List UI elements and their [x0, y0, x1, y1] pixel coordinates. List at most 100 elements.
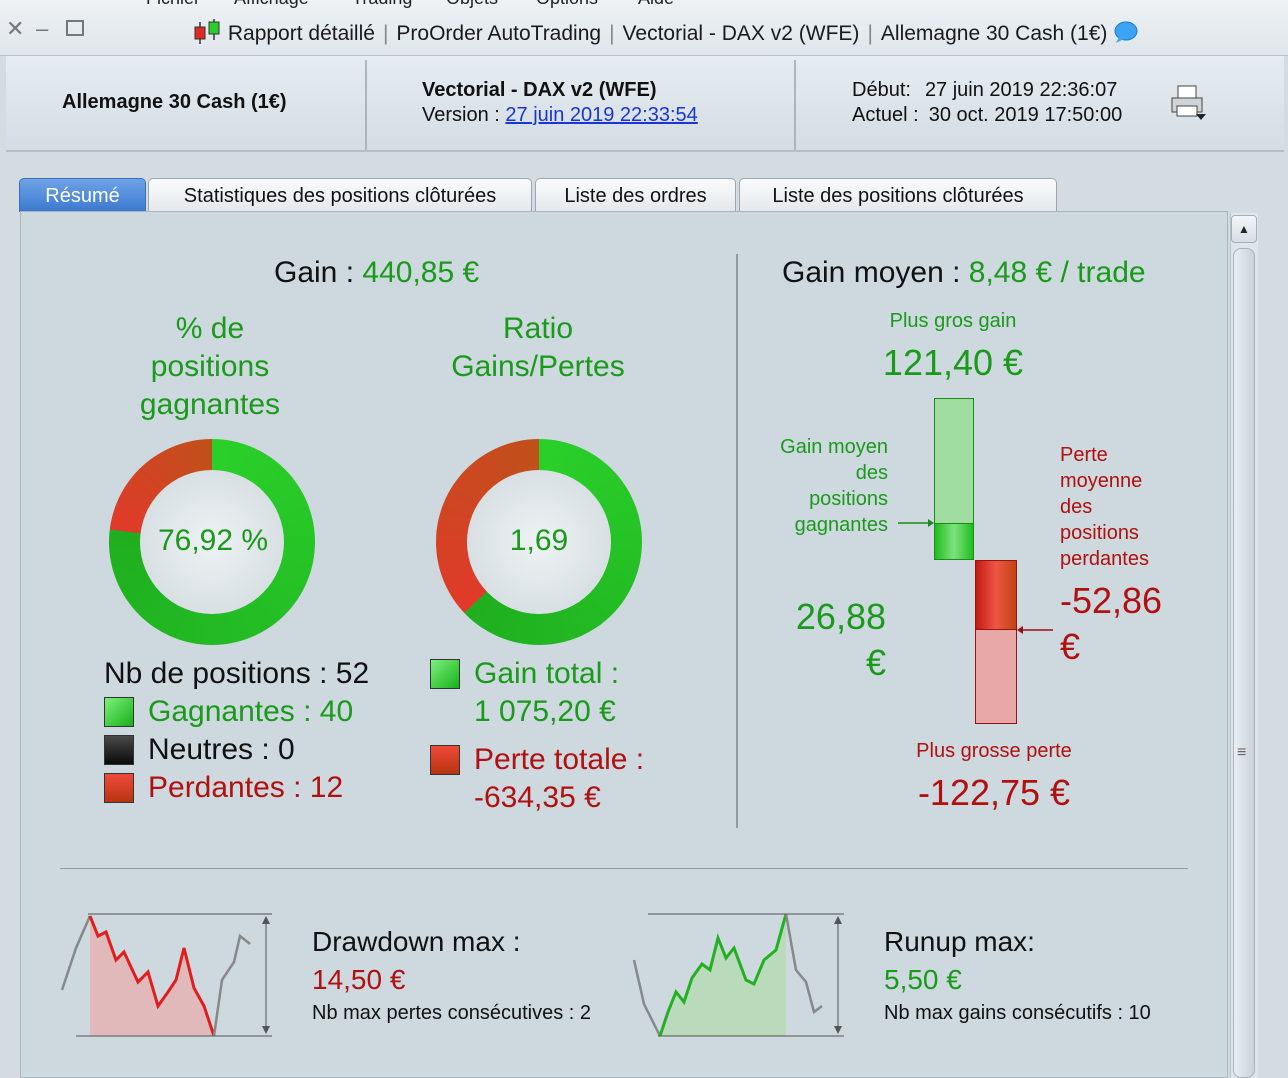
total-loss-value: -634,35 €	[474, 781, 601, 814]
strategy-name: Vectorial - DAX v2 (WFE)	[422, 79, 657, 101]
version-label: Version :	[422, 104, 500, 126]
menu-item[interactable]: Affichage	[234, 0, 309, 8]
win-pct-donut-hole	[140, 470, 284, 614]
neutral-swatch	[104, 735, 134, 765]
win-pct-title-line: positions	[150, 350, 270, 383]
total-gain-label: Gain total :	[474, 657, 620, 690]
runup-chart-icon	[632, 913, 844, 1037]
menu-item[interactable]: Aide	[638, 0, 674, 8]
avg-gain-label: Gain moyen :	[782, 256, 961, 289]
ratio-title-line: Ratio	[502, 312, 574, 345]
avg-loss-value-line: €	[1060, 626, 1081, 667]
header-divider	[794, 60, 796, 150]
drawdown-chart-icon	[60, 913, 272, 1037]
title-separator: |	[867, 22, 873, 45]
avg-win-value-line: 26,88	[795, 596, 886, 637]
scroll-up-button[interactable]: ▲	[1231, 215, 1257, 243]
horizontal-divider	[60, 868, 1188, 869]
avg-win-label-line: des	[855, 462, 888, 484]
avg-loss-label-line: perdantes	[1060, 548, 1149, 570]
biggest-loss-label: Plus grosse perte	[916, 740, 1072, 762]
avg-win-label: Gain moyen des positions gagnantes	[742, 434, 888, 538]
avg-gain-value: 8,48 € / trade	[968, 256, 1146, 289]
runup-consecutive: Nb max gains consécutifs : 10	[884, 1002, 1151, 1024]
report-header	[6, 56, 1284, 152]
current-date: Actuel : 30 oct. 2019 17:50:00	[852, 104, 1122, 127]
header-divider	[365, 60, 367, 150]
win-pct-title-line: % de	[175, 312, 245, 345]
menu-item[interactable]: Trading	[352, 0, 412, 8]
avg-win-value: 26,88 €	[770, 594, 886, 686]
title-part: Rapport détaillé	[227, 22, 375, 45]
tab-closed-positions-list[interactable]: Liste des positions clôturées	[739, 178, 1057, 212]
menu-item[interactable]: Options	[536, 0, 598, 8]
neutral-count: Neutres : 0	[148, 733, 295, 766]
total-gain-heading: Gain : 440,85 €	[274, 256, 479, 290]
tab-closed-positions-stats[interactable]: Statistiques des positions clôturées	[148, 178, 532, 212]
chat-bubble-icon[interactable]	[1113, 21, 1139, 45]
title-separator: |	[609, 22, 615, 45]
title-separator: |	[382, 22, 389, 45]
arrow-left-icon	[1017, 626, 1053, 634]
title-part: Allemagne 30 Cash (1€)	[880, 22, 1108, 45]
winners-count: Gagnantes : 40	[148, 695, 354, 728]
win-pct-title-line: gagnantes	[139, 388, 281, 421]
avg-loss-label-line: moyenne	[1060, 470, 1143, 492]
scroll-grip-icon: ≡	[1237, 744, 1247, 761]
scroll-thumb[interactable]	[1233, 248, 1255, 1078]
total-gain-swatch	[430, 659, 460, 689]
avg-loss-value-line: -52,86	[1060, 580, 1163, 621]
win-pct-title: % de positions gagnantes	[110, 310, 310, 424]
strategy-version: Version : 27 juin 2019 22:33:54	[422, 104, 698, 127]
win-pct-value: 76,92 %	[157, 524, 269, 557]
avg-loss-label: Perte moyenne des positions perdantes	[1060, 442, 1149, 572]
drawdown-title: Drawdown max :	[312, 926, 521, 957]
drawdown-consecutive: Nb max pertes consécutives : 2	[312, 1002, 592, 1024]
drawdown-value: 14,50 €	[312, 964, 406, 995]
avg-loss-label-line: Perte	[1060, 444, 1108, 466]
start-value: 27 juin 2019 22:36:07	[924, 79, 1118, 101]
start-date: Début: 27 juin 2019 22:36:07	[852, 79, 1117, 102]
tab-resume[interactable]: Résumé	[19, 178, 146, 212]
start-label: Début:	[852, 79, 911, 101]
biggest-loss-value: -122,75 €	[917, 772, 1071, 813]
avg-gain-heading: Gain moyen : 8,48 € / trade	[782, 256, 1146, 290]
avg-loss-label-line: des	[1060, 496, 1093, 518]
menu-item[interactable]: Objets	[446, 0, 498, 8]
maximize-icon[interactable]	[66, 20, 84, 36]
ratio-title: Ratio Gains/Pertes	[430, 310, 646, 386]
close-icon[interactable]: ✕	[6, 16, 25, 41]
avg-loss-bar-segment	[975, 560, 1017, 630]
instrument-name: Allemagne 30 Cash (1€)	[62, 91, 287, 113]
version-link[interactable]: 27 juin 2019 22:33:54	[505, 104, 698, 126]
arrow-right-icon	[898, 519, 934, 527]
tab-orders-list[interactable]: Liste des ordres	[535, 178, 736, 212]
ratio-value: 1,69	[509, 524, 569, 557]
menu-bar: Fichier Affichage Trading Objets Options…	[0, 0, 1288, 8]
section-divider	[736, 254, 738, 828]
avg-win-value-line: €	[865, 642, 886, 683]
title-part: ProOrder AutoTrading	[396, 22, 602, 45]
current-label: Actuel :	[852, 104, 919, 126]
print-icon[interactable]	[1168, 84, 1210, 122]
gain-label: Gain :	[274, 256, 355, 289]
avg-win-label-line: positions	[809, 488, 888, 510]
runup-value: 5,50 €	[884, 964, 962, 995]
positions-count: Nb de positions : 52	[104, 657, 370, 690]
losers-count: Perdantes : 12	[148, 771, 344, 804]
menu-item[interactable]: Fichier	[146, 0, 200, 8]
runup-title: Runup max:	[884, 926, 1035, 957]
avg-gain-bar-segment	[934, 523, 974, 560]
avg-loss-label-line: positions	[1060, 522, 1139, 544]
minimize-icon[interactable]: –	[36, 16, 49, 41]
biggest-gain-value: 121,40 €	[882, 342, 1024, 383]
avg-loss-value: -52,86 €	[1060, 578, 1162, 670]
candlestick-icon	[194, 19, 220, 44]
window-title: Rapport détaillé | ProOrder AutoTrading | Ve…	[192, 18, 1139, 46]
winners-swatch	[104, 697, 134, 727]
ratio-donut-hole	[467, 470, 611, 614]
total-gain-value: 1 075,20 €	[474, 695, 616, 728]
losers-swatch	[104, 773, 134, 803]
current-value: 30 oct. 2019 17:50:00	[928, 104, 1123, 126]
avg-win-label-line: Gain moyen	[780, 436, 888, 458]
